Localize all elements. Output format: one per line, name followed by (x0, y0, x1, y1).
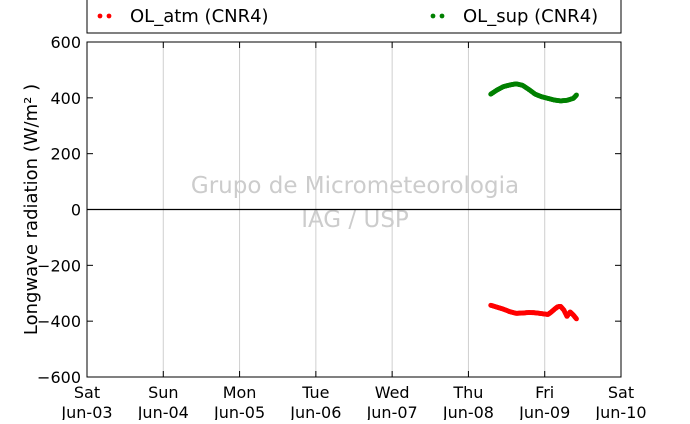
data-point (574, 92, 579, 98)
x-tick-label-date: Jun-10 (594, 403, 646, 420)
data-layer (488, 81, 579, 322)
y-tick-label: 200 (50, 145, 81, 164)
axes-layer: −600−400−2000200400600SatJun-03SunJun-04… (21, 33, 647, 422)
x-tick-label-date: Jun-06 (289, 403, 341, 420)
watermark-text: IAG / USP (301, 207, 409, 233)
data-point (574, 316, 579, 322)
legend-marker (97, 13, 103, 19)
y-axis-label: Longwave radiation (W/m² ) (21, 84, 42, 335)
x-tick-label-date: Jun-04 (137, 403, 189, 420)
x-tick-label-date: Jun-09 (518, 403, 570, 420)
x-tick-label-date: Jun-03 (60, 403, 112, 420)
x-tick-label-date: Jun-05 (213, 403, 265, 420)
x-tick-label-date: Jun-07 (366, 403, 418, 420)
x-tick-label-date: Jun-08 (442, 403, 494, 420)
legend: OL_atm (CNR4) OL_sup (CNR4) (86, 0, 622, 34)
legend-box (86, 0, 622, 34)
x-tick-label-day: Sun (148, 383, 178, 402)
legend-marker (106, 13, 112, 19)
y-tick-label: −400 (37, 312, 81, 331)
x-tick-label-day: Mon (223, 383, 257, 402)
x-tick-label-day: Sat (74, 383, 100, 402)
x-tick-label-day: Thu (452, 383, 483, 402)
legend-marker (439, 13, 445, 19)
y-tick-label: 400 (50, 89, 81, 108)
legend-label: OL_sup (CNR4) (463, 6, 598, 27)
x-tick-label-day: Wed (375, 383, 410, 402)
watermark: Grupo de Micrometeorologia IAG / USP (191, 173, 519, 233)
watermark-text: Grupo de Micrometeorologia (191, 173, 519, 199)
series-1 (488, 81, 579, 104)
series-0 (488, 302, 579, 322)
x-tick-label-day: Fri (535, 383, 554, 402)
y-tick-label: −200 (37, 256, 81, 275)
legend-label: OL_atm (CNR4) (130, 6, 269, 27)
x-tick-label-day: Tue (301, 383, 329, 402)
y-tick-label: −600 (37, 368, 81, 387)
y-tick-label: 600 (50, 33, 81, 52)
x-tick-label-day: Sat (608, 383, 634, 402)
y-tick-label: 0 (71, 201, 81, 220)
legend-marker (430, 13, 436, 19)
